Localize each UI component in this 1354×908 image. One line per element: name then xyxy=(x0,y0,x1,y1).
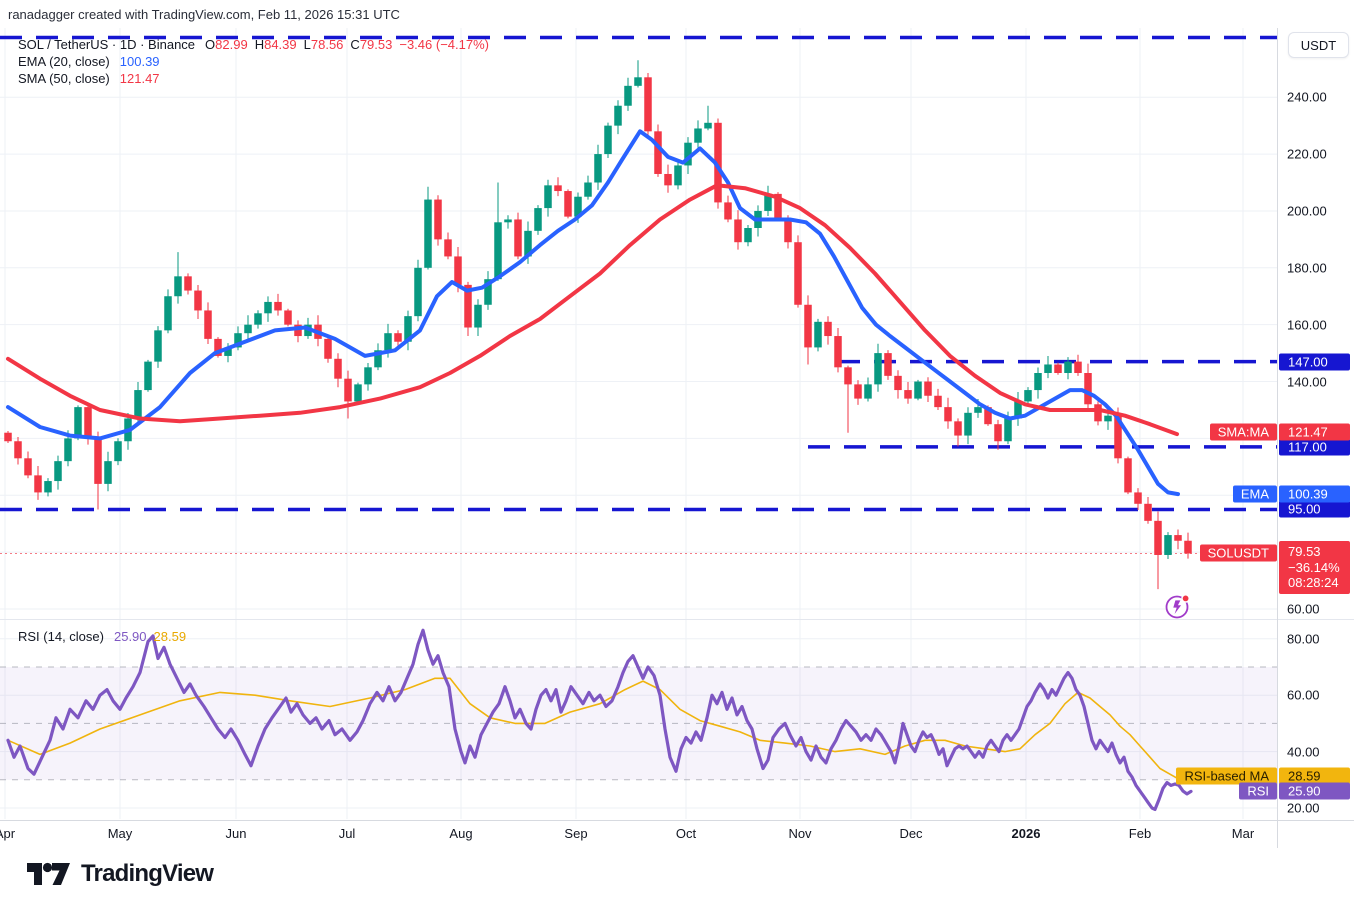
price-axis[interactable] xyxy=(1277,28,1354,818)
symbol-legend-row[interactable]: SOL / TetherUS · 1D · Binance O 82.99 H 84… xyxy=(18,36,489,52)
open-value: 82.99 xyxy=(215,36,248,52)
rsi-label[interactable]: RSI (14, close) xyxy=(18,628,104,644)
high-value: 84.39 xyxy=(264,36,297,52)
symbol-title[interactable]: SOL / TetherUS · 1D · Binance xyxy=(18,36,196,52)
legend-panel: SOL / TetherUS · 1D · Binance O 82.99 H 84… xyxy=(18,36,489,86)
ema-last-value: 100.39 xyxy=(119,53,160,69)
low-value: 78.56 xyxy=(310,36,344,52)
lightning-icon xyxy=(1165,594,1190,619)
currency-toggle-button[interactable]: USDT xyxy=(1288,32,1349,58)
ema-label[interactable]: EMA (20, close) xyxy=(18,53,110,69)
rsi-pane[interactable] xyxy=(0,620,1277,819)
rsi-last-value: 25.90 xyxy=(113,628,147,644)
brand-name: TradingView xyxy=(81,860,214,887)
time-axis[interactable] xyxy=(0,820,1277,848)
sma-last-value: 121.47 xyxy=(119,70,160,86)
price-pane[interactable] xyxy=(0,28,1277,620)
open-key: O xyxy=(205,36,216,52)
sma-legend-row[interactable]: SMA (50, close) 121.47 xyxy=(18,70,489,86)
high-key: H xyxy=(254,36,265,52)
flash-ideas-button[interactable] xyxy=(1162,592,1192,622)
ema-legend-row[interactable]: EMA (20, close) 100.39 xyxy=(18,53,489,69)
close-value: 79.53 xyxy=(359,36,393,52)
tradingview-logo[interactable]: TradingView xyxy=(27,856,214,892)
sma-label[interactable]: SMA (50, close) xyxy=(18,70,110,86)
tradingview-logo-icon xyxy=(27,862,70,885)
watermark-attribution: ranadagger created with TradingView.com,… xyxy=(8,7,400,22)
change-value: −3.46 (−4.17%) xyxy=(399,36,489,52)
close-key: C xyxy=(350,36,360,52)
rsi-legend-row[interactable]: RSI (14, close) 25.90 28.59 xyxy=(18,628,186,644)
rsi-ma-last-value: 28.59 xyxy=(153,628,187,644)
low-key: L xyxy=(303,36,311,52)
